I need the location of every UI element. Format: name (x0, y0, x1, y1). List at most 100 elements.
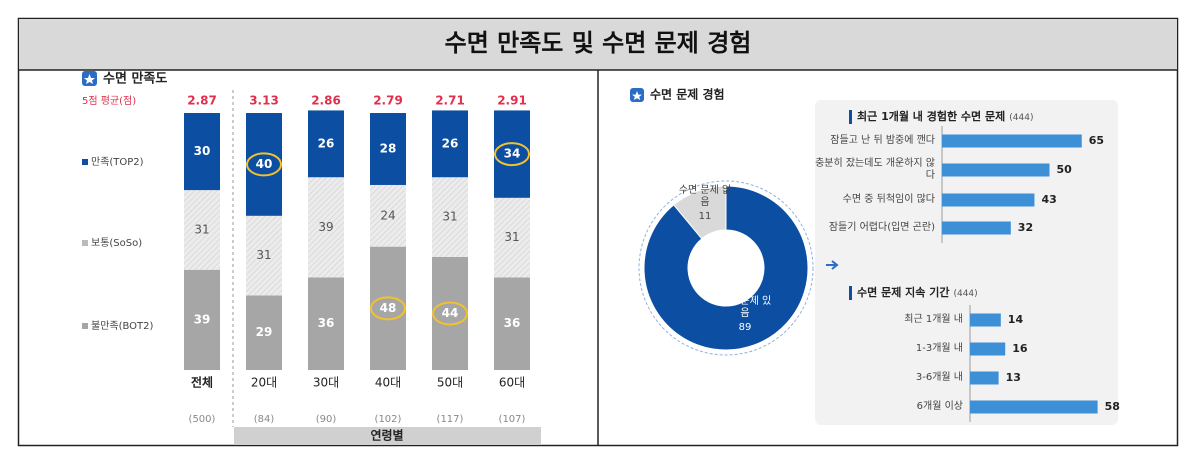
panel-title: 수면 만족도 (103, 71, 167, 87)
panel-title: 수면 문제 경험 (650, 87, 725, 102)
bar-segment (494, 110, 530, 198)
legend-swatch (82, 323, 88, 329)
highlight-ring (246, 152, 282, 177)
value-label: 65 (1089, 134, 1104, 147)
bar-segment (184, 269, 220, 370)
bar-segment (432, 256, 468, 370)
value-label: 32 (1018, 221, 1033, 234)
value-label: 36 (318, 316, 335, 330)
title-marker (849, 286, 852, 300)
sample-label: (117) (437, 414, 464, 425)
value-label: 50 (1057, 163, 1073, 176)
icon-star (84, 74, 95, 84)
panel-subtitle-main: 수면 문제 지속 기간 (857, 285, 949, 299)
category-label: 잠들기 어렵다(입면 곤란) (828, 222, 935, 233)
icon-star (632, 91, 642, 100)
bar-segment (370, 113, 406, 185)
slice-value: 89 (738, 322, 752, 333)
value-label: 31 (504, 230, 519, 244)
legend-swatch (82, 240, 88, 246)
panel-subtitle-n: (444) (1009, 113, 1033, 123)
value-label: 30 (194, 144, 211, 158)
category-label: 잠들고 난 뒤 밤중에 깬다 (830, 135, 935, 146)
value-label: 14 (1008, 313, 1024, 326)
sample-label: (500) (189, 414, 216, 425)
category-label: 60대 (499, 376, 525, 390)
bar-segment (370, 184, 406, 247)
bar (970, 400, 1098, 414)
arrow (826, 260, 839, 270)
value-label: 28 (380, 141, 397, 155)
bar (970, 371, 999, 385)
slice-value: 11 (698, 211, 712, 222)
bar (970, 342, 1006, 356)
category-label: 20대 (251, 376, 277, 390)
bar-segment (184, 113, 220, 191)
panel-subtitle-main: 최근 1개월 내 경험한 수면 문제 (857, 109, 1005, 123)
slice-label: 수면 문제 없음 (678, 185, 732, 208)
mean-value: 2.86 (311, 94, 341, 108)
bar-segment (494, 197, 530, 278)
value-label: 31 (256, 248, 271, 262)
mean-value: 2.87 (187, 94, 217, 108)
title-marker (849, 110, 852, 124)
value-label: 43 (1041, 193, 1056, 206)
category-label: 6개월 이상 (916, 401, 963, 412)
bar-segment (432, 110, 468, 178)
panel-subtitle: 최근 1개월 내 경험한 수면 문제 (444) (857, 109, 1033, 123)
mean-value: 2.91 (497, 94, 527, 108)
value-label: 16 (1012, 342, 1028, 355)
bar-segment (308, 277, 344, 370)
sample-label: (90) (316, 414, 337, 425)
value-label: 26 (318, 136, 335, 150)
detail-box (815, 100, 1118, 425)
value-label: 29 (256, 325, 273, 339)
value-label: 39 (318, 220, 333, 234)
group-label: 연령별 (370, 428, 403, 443)
bar-segment (370, 246, 406, 370)
sample-label: (102) (375, 414, 402, 425)
slice-label: 수면 문제 있음 (718, 296, 772, 319)
bar-segment (246, 113, 282, 216)
bar-segment (184, 190, 220, 270)
category-label: 1-3개월 내 (915, 343, 963, 354)
page-title: 수면 만족도 및 수면 문제 경험 (445, 29, 752, 57)
donut-slice (643, 185, 809, 351)
category-label: 50대 (437, 376, 463, 390)
panel-subtitle-n: (444) (953, 289, 977, 299)
panel-subtitle: 수면 문제 지속 기간 (444) (857, 285, 978, 299)
bar (970, 313, 1001, 327)
value-label: 44 (442, 306, 459, 320)
bar-segment (246, 295, 282, 370)
mean-value: 2.79 (373, 94, 403, 108)
category-label: 40대 (375, 376, 401, 390)
category-label: 3-6개월 내 (915, 372, 963, 383)
legend-label: 만족(TOP2) (91, 156, 144, 168)
highlight-ring (370, 296, 406, 321)
bar (942, 193, 1035, 207)
bar-segment (308, 177, 344, 278)
sample-label: (107) (499, 414, 526, 425)
category-label: 30대 (313, 376, 339, 390)
category-label: 충분히 잤는데도 개운하지 않다 (815, 158, 935, 181)
legend-label: 보통(SoSo) (91, 237, 142, 249)
value-label: 26 (442, 136, 459, 150)
value-label: 36 (504, 316, 521, 330)
mean-value: 2.71 (435, 94, 465, 108)
legend-swatch (82, 159, 88, 165)
sample-label: (84) (254, 414, 275, 425)
bar-segment (432, 177, 468, 257)
bar-segment (246, 215, 282, 296)
value-label: 48 (380, 301, 397, 315)
category-label: 최근 1개월 내 (904, 314, 963, 325)
value-label: 31 (194, 222, 209, 236)
bar (942, 163, 1050, 177)
value-label: 40 (256, 157, 273, 171)
mean-label: 5점 평균(점) (82, 95, 136, 107)
bar (942, 134, 1082, 148)
mean-value: 3.13 (249, 94, 279, 108)
value-label: 34 (504, 147, 521, 161)
donut-outline (638, 180, 814, 356)
